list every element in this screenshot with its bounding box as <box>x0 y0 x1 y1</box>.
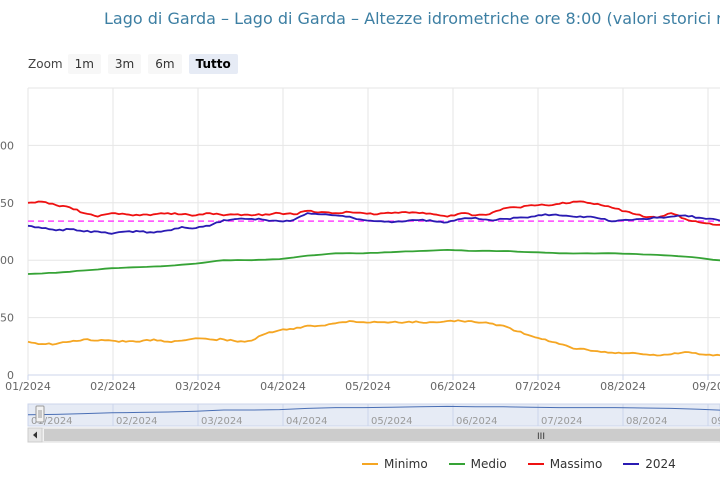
navigator-tick-label: 02/2024 <box>116 416 158 427</box>
navigator-tick-label: 04/2024 <box>286 416 328 427</box>
x-tick-label: 06/2024 <box>430 380 476 393</box>
legend-item-minimo[interactable]: Minimo <box>362 457 428 471</box>
zoom-1m-button[interactable]: 1m <box>67 54 101 74</box>
legend-label: Massimo <box>549 457 603 471</box>
navigator-tick-label: 09/20 <box>711 416 720 427</box>
legend-item-2024[interactable]: 2024 <box>623 457 676 471</box>
navigator-tick-label: 05/2024 <box>371 416 413 427</box>
vertical-gridlines <box>27 88 709 375</box>
series-line-minimo[interactable] <box>27 319 720 357</box>
x-tick-label: 03/2024 <box>175 380 221 393</box>
x-tick-label: 05/2024 <box>345 380 391 393</box>
x-tick-label: 02/2024 <box>90 380 136 393</box>
y-tick-label: 200 <box>0 139 14 152</box>
horizontal-gridlines <box>28 87 720 319</box>
series-lines <box>27 200 720 357</box>
zoom-label: Zoom <box>28 57 63 71</box>
chart-legend: Minimo Medio Massimo 2024 <box>362 457 697 471</box>
legend-swatch <box>448 463 465 465</box>
legend-label: Minimo <box>384 457 428 471</box>
legend-label: Medio <box>470 457 507 471</box>
y-tick-label: 150 <box>0 197 14 210</box>
navigator-tick-label: 07/2024 <box>541 416 583 427</box>
x-tick-label: 07/2024 <box>515 380 561 393</box>
legend-swatch <box>527 463 544 465</box>
series-line-medio[interactable] <box>27 249 720 295</box>
chart-title: Lago di Garda – Lago di Garda – Altezze … <box>104 9 720 28</box>
scrollbar-thumb[interactable] <box>44 429 720 441</box>
y-tick-label: 0 <box>7 369 14 382</box>
legend-item-massimo[interactable]: Massimo <box>527 457 603 471</box>
x-tick-label: 09/20 <box>692 380 720 393</box>
x-axis-ticks: 01/2024 02/2024 03/2024 04/2024 05/2024 06/20… <box>5 375 720 393</box>
y-tick-label: 50 <box>0 312 14 325</box>
x-tick-label: 04/2024 <box>260 380 306 393</box>
zoom-6m-button[interactable]: 6m <box>148 54 182 74</box>
y-axis-ticks: 0 50 100 150 200 <box>0 139 14 382</box>
navigator-tick-label: 01/2024 <box>31 416 73 427</box>
x-tick-label: 01/2024 <box>5 380 51 393</box>
legend-swatch <box>623 463 640 465</box>
arrow-left-icon <box>33 431 37 439</box>
zoom-selector: Zoom 1m 3m 6m Tutto <box>28 53 245 75</box>
navigator-ticks: 01/2024 02/2024 03/2024 04/2024 05/2024 06/20… <box>27 404 720 427</box>
legend-item-medio[interactable]: Medio <box>448 457 507 471</box>
y-tick-label: 100 <box>0 254 14 267</box>
series-line-2024[interactable] <box>27 212 720 235</box>
navigator-series-line <box>27 405 720 416</box>
scrollbar-grip: III <box>537 432 545 442</box>
series-line-massimo[interactable] <box>27 200 720 245</box>
navigator-tick-label: 08/2024 <box>626 416 668 427</box>
x-tick-label: 08/2024 <box>600 380 646 393</box>
legend-label: 2024 <box>645 457 676 471</box>
zoom-3m-button[interactable]: 3m <box>107 54 142 74</box>
zoom-all-button[interactable]: Tutto <box>188 54 238 74</box>
navigator-tick-label: 03/2024 <box>201 416 243 427</box>
navigator-tick-label: 06/2024 <box>456 416 498 427</box>
legend-swatch <box>362 463 378 465</box>
navigator-left-handle[interactable] <box>35 405 45 423</box>
